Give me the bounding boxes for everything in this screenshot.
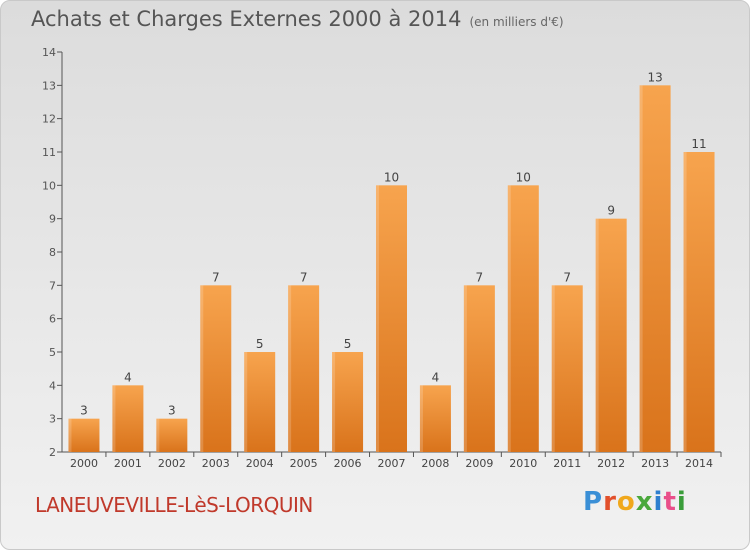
chart-title: Achats et Charges Externes 2000 à 2014 (e… xyxy=(31,7,564,31)
axes: 2 3 4 5 6 7 8 9 10 11 12 13 14 2000 2001 2002 2003 2004 20… xyxy=(42,46,722,470)
bars-group xyxy=(68,85,715,453)
logo-letter: P xyxy=(583,487,604,517)
logo-letter: t xyxy=(663,487,677,517)
bar-highlight xyxy=(68,418,72,452)
bar-chart: 2 3 4 5 6 7 8 9 10 11 12 13 14 2000 2001 2002 2003 2004 20… xyxy=(42,46,722,470)
y-tick-label: 8 xyxy=(49,246,56,259)
data-label-2007: 10 xyxy=(384,170,399,184)
data-label-2006: 5 xyxy=(344,337,352,351)
bar-2002[interactable] xyxy=(156,418,188,452)
data-label-2000: 3 xyxy=(80,404,88,418)
x-tick-label: 2005 xyxy=(290,457,318,470)
data-label-2011: 7 xyxy=(563,270,571,284)
x-tick-label: 2008 xyxy=(421,457,449,470)
logo-letter: i xyxy=(653,487,664,517)
bar-2008[interactable] xyxy=(419,385,451,452)
data-label-2002: 3 xyxy=(168,404,176,418)
bar-highlight xyxy=(507,185,511,453)
bar-2011[interactable] xyxy=(551,285,583,452)
data-label-2003: 7 xyxy=(212,270,220,284)
bar-highlight xyxy=(332,352,336,452)
data-labels-group: 3 4 3 7 5 7 5 10 4 7 10 7 9 13 11 xyxy=(80,70,707,417)
x-tick-label: 2012 xyxy=(597,457,625,470)
bar-highlight xyxy=(639,85,643,452)
x-tick-label: 2010 xyxy=(509,457,537,470)
y-tick-label: 4 xyxy=(49,379,56,392)
bar-2007[interactable] xyxy=(376,185,407,453)
y-tick-label: 11 xyxy=(42,146,56,159)
y-tick-label: 6 xyxy=(49,313,56,326)
y-tick-label: 3 xyxy=(49,413,56,426)
bar-2013[interactable] xyxy=(639,85,671,452)
data-label-2010: 10 xyxy=(516,170,531,184)
logo-letter: i xyxy=(676,487,687,517)
bar-2001[interactable] xyxy=(112,385,144,452)
bar-2010[interactable] xyxy=(507,185,539,453)
bar-highlight xyxy=(419,385,423,452)
title-text: Achats et Charges Externes 2000 à 2014 xyxy=(31,7,462,31)
bar-2006[interactable] xyxy=(332,352,364,452)
y-tick-label: 13 xyxy=(42,79,56,92)
data-label-2004: 5 xyxy=(256,337,264,351)
y-tick-label: 14 xyxy=(42,46,56,59)
bar-2004[interactable] xyxy=(244,352,276,452)
y-tick-label: 7 xyxy=(49,279,56,292)
bar-2014[interactable] xyxy=(683,152,715,452)
data-label-2014: 11 xyxy=(691,137,706,151)
x-tick-label: 2000 xyxy=(70,457,98,470)
bar-highlight xyxy=(244,352,248,452)
bar-highlight xyxy=(200,285,204,452)
x-tick-label: 2013 xyxy=(641,457,669,470)
bar-highlight xyxy=(463,285,467,452)
x-tick-label: 2004 xyxy=(246,457,274,470)
data-label-2013: 13 xyxy=(647,70,662,84)
x-tick-label: 2009 xyxy=(465,457,493,470)
bar-highlight xyxy=(112,385,116,452)
proxiti-logo[interactable]: Proxiti xyxy=(583,487,687,517)
bar-2012[interactable] xyxy=(595,218,627,452)
y-tick-label: 9 xyxy=(49,213,56,226)
x-tick-label: 2003 xyxy=(202,457,230,470)
bar-highlight xyxy=(288,285,292,452)
x-tick-label: 2011 xyxy=(553,457,581,470)
bar-2003[interactable] xyxy=(200,285,232,452)
bar-2009[interactable] xyxy=(463,285,495,452)
data-label-2005: 7 xyxy=(300,270,308,284)
y-tick-label: 5 xyxy=(49,346,56,359)
x-tick-label: 2007 xyxy=(378,457,406,470)
data-label-2008: 4 xyxy=(432,370,440,384)
data-label-2012: 9 xyxy=(607,204,615,218)
bar-highlight xyxy=(376,185,379,453)
x-tick-label: 2002 xyxy=(158,457,186,470)
bar-highlight xyxy=(595,218,599,452)
data-label-2001: 4 xyxy=(124,370,132,384)
x-tick-label: 2014 xyxy=(685,457,713,470)
y-tick-label: 12 xyxy=(42,113,56,126)
logo-letter: r xyxy=(603,487,617,517)
city-name: LANEUVEVILLE-LèS-LORQUIN xyxy=(35,493,313,517)
y-tick-label: 2 xyxy=(49,446,56,459)
unit-label: (en milliers d'€) xyxy=(469,15,564,29)
x-tick-label: 2006 xyxy=(334,457,362,470)
bar-2000[interactable] xyxy=(68,418,100,452)
bar-highlight xyxy=(156,418,160,452)
bar-highlight xyxy=(551,285,555,452)
bar-2005[interactable] xyxy=(288,285,320,452)
bar-highlight xyxy=(683,152,687,452)
logo-letter: x xyxy=(635,487,654,517)
logo-letter: o xyxy=(616,487,636,517)
x-tick-label: 2001 xyxy=(114,457,142,470)
y-tick-label: 10 xyxy=(42,179,56,192)
data-label-2009: 7 xyxy=(476,270,484,284)
